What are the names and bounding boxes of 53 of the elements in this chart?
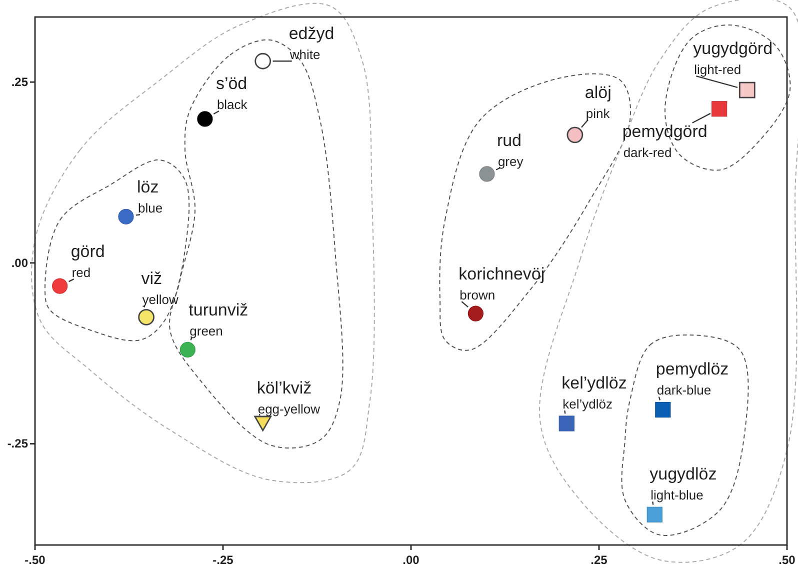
x-tick-label: .00: [402, 553, 420, 567]
annotation: edžyd: [288, 24, 334, 44]
x-tick-label: -.25: [212, 553, 234, 567]
annotation: korichnevöj: [458, 264, 545, 284]
annotation: egg-yellow: [258, 401, 321, 416]
annotation: kel’ydlöz: [562, 396, 613, 412]
point: [180, 342, 196, 358]
annotation: light-red: [694, 62, 742, 78]
annotation: pemydlöz: [656, 360, 729, 379]
annotation: light-blue: [650, 488, 704, 503]
y-tick-label: .25: [11, 75, 28, 90]
annotation: red: [72, 265, 91, 280]
annotation: görd: [70, 242, 105, 262]
x-tick-label: .50: [778, 553, 796, 567]
annotation: yugydgörd: [693, 39, 773, 58]
point: [566, 126, 584, 144]
point: [254, 52, 272, 70]
annotation: s’öd: [216, 74, 248, 93]
annotation: brown: [460, 288, 496, 303]
point: [646, 506, 662, 522]
annotation: grey: [498, 154, 524, 169]
point: [712, 101, 728, 117]
annotation: köl’kviž: [256, 378, 312, 398]
point: [254, 416, 272, 432]
x-tick-label: .25: [590, 553, 608, 567]
point: [52, 278, 68, 294]
x-tick-label: -.50: [24, 553, 46, 567]
point: [118, 208, 134, 224]
annotation: yellow: [142, 292, 180, 308]
point: [655, 402, 671, 418]
y-tick-label: .00: [11, 256, 28, 270]
annotation: kel’ydlöz: [562, 373, 627, 392]
annotation: black: [216, 96, 248, 112]
point: [138, 308, 154, 326]
annotation: yugydlöz: [650, 464, 717, 484]
point: [738, 82, 756, 98]
point: [197, 111, 213, 127]
point: [479, 166, 495, 182]
annotation: rud: [496, 130, 522, 150]
annotation: white: [288, 47, 320, 62]
annotation: green: [190, 324, 223, 339]
annotation: pemydgörd: [622, 122, 708, 141]
y-tick-label: -.25: [7, 436, 28, 451]
annotation: löz: [136, 178, 159, 197]
annotation: viž: [141, 269, 162, 288]
annotation: blue: [138, 200, 163, 216]
annotation: turunviž: [188, 300, 248, 320]
annotation: dark-red: [623, 144, 672, 160]
point: [558, 416, 574, 432]
annotation: pink: [586, 106, 610, 121]
point: [468, 306, 484, 322]
annotation: dark-blue: [656, 382, 712, 398]
annotation: alöj: [584, 82, 612, 102]
